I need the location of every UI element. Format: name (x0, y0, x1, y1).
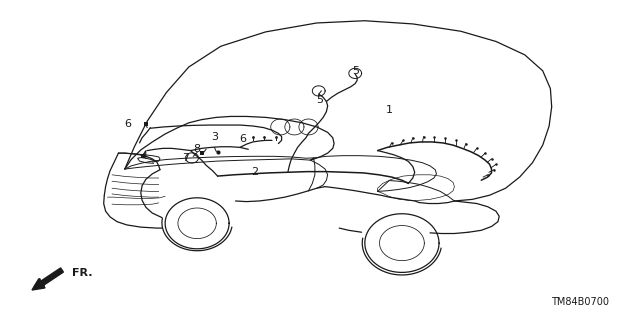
Text: 4: 4 (140, 151, 148, 161)
Text: 5: 5 (317, 95, 323, 106)
Text: TM84B0700: TM84B0700 (551, 297, 609, 307)
Text: FR.: FR. (72, 268, 93, 278)
Text: 6: 6 (240, 134, 246, 144)
FancyArrow shape (32, 268, 63, 290)
Text: 5: 5 (352, 66, 358, 76)
Text: 1: 1 (386, 105, 392, 115)
Text: 2: 2 (251, 167, 259, 177)
Text: 6: 6 (125, 119, 131, 129)
Text: 7: 7 (182, 153, 189, 163)
Text: 3: 3 (211, 132, 218, 142)
Text: 8: 8 (193, 144, 201, 154)
